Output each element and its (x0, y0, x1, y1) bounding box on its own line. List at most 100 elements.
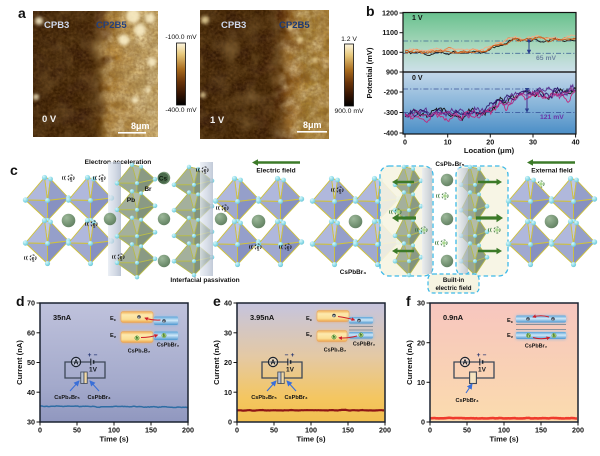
svg-text:-300: -300 (384, 108, 398, 117)
svg-text:e: e (339, 188, 342, 194)
svg-text:50: 50 (270, 426, 278, 435)
svg-text:900.0 mV: 900.0 mV (334, 108, 364, 115)
svg-text:Potential (mV): Potential (mV) (365, 47, 374, 99)
svg-text:50: 50 (27, 358, 35, 367)
svg-text:0: 0 (421, 418, 425, 427)
svg-text:0: 0 (428, 426, 432, 435)
svg-text:Location (μm): Location (μm) (464, 146, 515, 155)
svg-text:−: − (285, 352, 289, 359)
svg-text:1V: 1V (286, 367, 295, 374)
svg-text:8μm: 8μm (131, 121, 150, 131)
svg-text:e: e (93, 222, 96, 228)
svg-text:Ev: Ev (110, 333, 117, 339)
svg-text:50: 50 (73, 426, 81, 435)
svg-text:e: e (224, 206, 227, 212)
svg-text:CsPb₂Br₅: CsPb₂Br₅ (435, 161, 464, 168)
svg-text:121 mV: 121 mV (540, 114, 564, 121)
svg-text:h: h (333, 335, 336, 340)
svg-text:30: 30 (224, 328, 232, 337)
svg-text:Time (s): Time (s) (297, 435, 326, 444)
svg-text:50: 50 (463, 426, 471, 435)
svg-text:40: 40 (27, 388, 35, 397)
svg-text:+: + (477, 352, 481, 359)
svg-text:0 V: 0 V (42, 114, 57, 125)
svg-text:−: − (94, 352, 98, 359)
svg-text:100: 100 (305, 426, 317, 435)
svg-text:+: + (291, 352, 295, 359)
svg-text:1.2 V: 1.2 V (341, 36, 357, 43)
svg-text:0: 0 (38, 426, 42, 435)
svg-text:150: 150 (145, 426, 157, 435)
svg-text:CPB3: CPB3 (221, 20, 246, 31)
svg-text:60: 60 (27, 328, 35, 337)
svg-text:e: e (120, 255, 123, 261)
svg-text:f: f (406, 293, 411, 309)
svg-text:Built-in: Built-in (443, 277, 465, 284)
svg-text:e: e (32, 256, 35, 262)
svg-text:h: h (360, 333, 363, 338)
svg-text:Current (nA): Current (nA) (212, 340, 221, 385)
svg-text:e: e (138, 315, 140, 319)
svg-text:0 V: 0 V (412, 75, 423, 82)
svg-text:e: e (213, 293, 221, 309)
svg-text:70: 70 (27, 299, 35, 308)
svg-text:a: a (18, 5, 26, 21)
svg-text:20: 20 (486, 138, 494, 147)
svg-text:c: c (10, 162, 18, 178)
svg-text:Current (nA): Current (nA) (15, 340, 24, 385)
svg-text:200: 200 (572, 426, 584, 435)
svg-text:100: 100 (108, 426, 120, 435)
svg-text:CsPb₂Br₅: CsPb₂Br₅ (251, 395, 277, 401)
svg-text:A: A (270, 360, 275, 367)
svg-text:e: e (552, 317, 554, 321)
svg-text:65 mV: 65 mV (536, 55, 556, 62)
svg-text:CsPbBr₃: CsPbBr₃ (284, 395, 308, 401)
svg-text:1V: 1V (478, 367, 487, 374)
svg-text:100: 100 (498, 426, 510, 435)
svg-text:Br: Br (144, 186, 152, 193)
svg-text:h: h (163, 333, 166, 338)
svg-text:A: A (462, 360, 467, 367)
svg-text:0: 0 (235, 426, 239, 435)
svg-text:External field: External field (531, 168, 572, 175)
svg-text:-400.0 mV: -400.0 mV (165, 107, 197, 114)
svg-text:150: 150 (535, 426, 547, 435)
svg-text:+: + (88, 352, 92, 359)
svg-text:e: e (101, 176, 104, 182)
svg-text:900: 900 (386, 68, 398, 77)
svg-text:h: h (136, 336, 139, 341)
svg-text:0.9nA: 0.9nA (443, 313, 464, 322)
svg-text:CsPbBr₃: CsPbBr₃ (87, 395, 111, 401)
svg-text:10: 10 (224, 388, 232, 397)
svg-text:-400: -400 (384, 129, 398, 138)
svg-text:1200: 1200 (382, 9, 398, 18)
svg-text:CsPb₂Br₅: CsPb₂Br₅ (54, 395, 80, 401)
svg-text:CP2B5: CP2B5 (279, 20, 310, 31)
svg-text:e: e (163, 319, 165, 323)
svg-text:1V: 1V (89, 367, 98, 374)
svg-text:0: 0 (403, 138, 407, 147)
svg-text:Cs: Cs (159, 176, 168, 183)
svg-text:200: 200 (182, 426, 194, 435)
svg-text:30: 30 (529, 138, 537, 147)
svg-text:e: e (70, 176, 73, 182)
svg-text:e: e (358, 319, 360, 323)
svg-text:10: 10 (417, 378, 425, 387)
svg-text:electric field: electric field (435, 285, 471, 292)
svg-text:e: e (333, 314, 335, 318)
svg-text:30: 30 (27, 418, 35, 427)
svg-text:e: e (527, 317, 529, 321)
svg-text:0: 0 (228, 418, 232, 427)
svg-text:Pb: Pb (127, 197, 135, 204)
svg-text:-200: -200 (384, 88, 398, 97)
svg-text:CPB3: CPB3 (44, 20, 69, 31)
svg-text:200: 200 (379, 426, 391, 435)
svg-text:CP2B5: CP2B5 (96, 20, 127, 31)
svg-text:1100: 1100 (382, 28, 398, 37)
svg-text:-100.0 mV: -100.0 mV (165, 34, 197, 41)
svg-text:b: b (366, 3, 375, 19)
svg-text:Time (s): Time (s) (100, 435, 129, 444)
svg-text:Ev: Ev (507, 333, 514, 339)
svg-text:Ec: Ec (110, 316, 117, 322)
svg-text:Ec: Ec (507, 318, 514, 324)
